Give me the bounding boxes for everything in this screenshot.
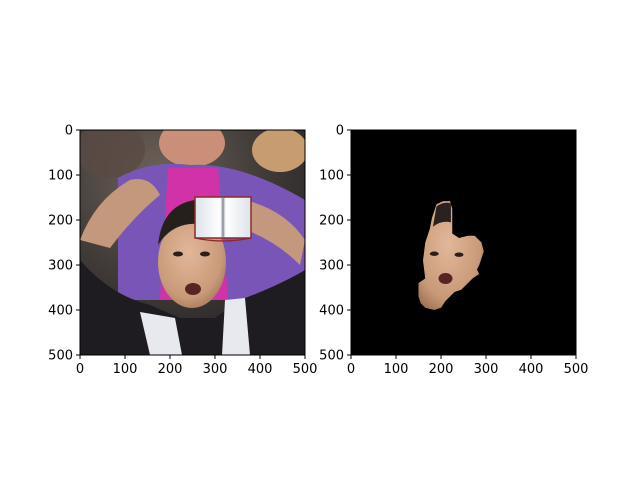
left-ytick-label: 0 xyxy=(65,124,73,139)
right-xtick-label: 100 xyxy=(384,362,409,377)
left-ytick-label: 300 xyxy=(48,259,73,274)
right-ytick-label: 200 xyxy=(319,214,344,229)
mask-feature xyxy=(429,251,439,256)
right-xtick-label: 0 xyxy=(347,362,355,377)
left-xtick-label: 200 xyxy=(158,362,183,377)
right-ytick-label: 100 xyxy=(319,169,344,184)
mask-face-region xyxy=(418,201,484,310)
photo-image xyxy=(80,130,305,355)
mask-feature xyxy=(438,273,453,284)
mask-feature xyxy=(454,252,464,257)
mask-image xyxy=(351,130,576,355)
left-y-ticks: 0 100 200 300 400 500 xyxy=(48,124,80,364)
left-axes: 0 100 200 300 400 500 0 100 200 300 400 500 xyxy=(48,124,318,378)
left-arm xyxy=(80,179,160,248)
right-xtick-label: 400 xyxy=(519,362,544,377)
right-xtick-label: 300 xyxy=(474,362,499,377)
front-man-coat xyxy=(80,260,305,355)
mask-hair xyxy=(432,202,451,227)
left-xtick-label: 300 xyxy=(203,362,228,377)
right-axes-frame xyxy=(350,129,577,356)
right-xtick-label: 500 xyxy=(564,362,589,377)
left-xtick-label: 400 xyxy=(248,362,273,377)
right-y-ticks: 0 100 200 300 400 500 xyxy=(319,124,351,364)
right-axes: 0 100 200 300 400 500 0 100 200 300 400 500 xyxy=(319,124,588,378)
left-xtick-label: 500 xyxy=(293,362,318,377)
right-ytick-label: 500 xyxy=(319,349,344,364)
left-x-ticks: 0 100 200 300 400 500 xyxy=(76,355,318,377)
left-ytick-label: 100 xyxy=(48,169,73,184)
back-person-head xyxy=(159,130,225,167)
front-man-collar xyxy=(140,298,250,355)
right-ytick-label: 300 xyxy=(319,259,344,274)
right-xtick-label: 200 xyxy=(429,362,454,377)
left-xtick-label: 100 xyxy=(113,362,138,377)
right-ytick-label: 0 xyxy=(336,124,344,139)
left-xtick-label: 0 xyxy=(76,362,84,377)
left-ytick-label: 200 xyxy=(48,214,73,229)
right-x-ticks: 0 100 200 300 400 500 xyxy=(347,355,589,377)
right-ytick-label: 400 xyxy=(319,304,344,319)
front-man-face xyxy=(158,216,226,308)
left-axes-frame xyxy=(79,129,306,356)
left-ytick-label: 500 xyxy=(48,349,73,364)
mask-face-features xyxy=(429,202,464,284)
book-occluder xyxy=(194,196,252,242)
left-ytick-label: 400 xyxy=(48,304,73,319)
